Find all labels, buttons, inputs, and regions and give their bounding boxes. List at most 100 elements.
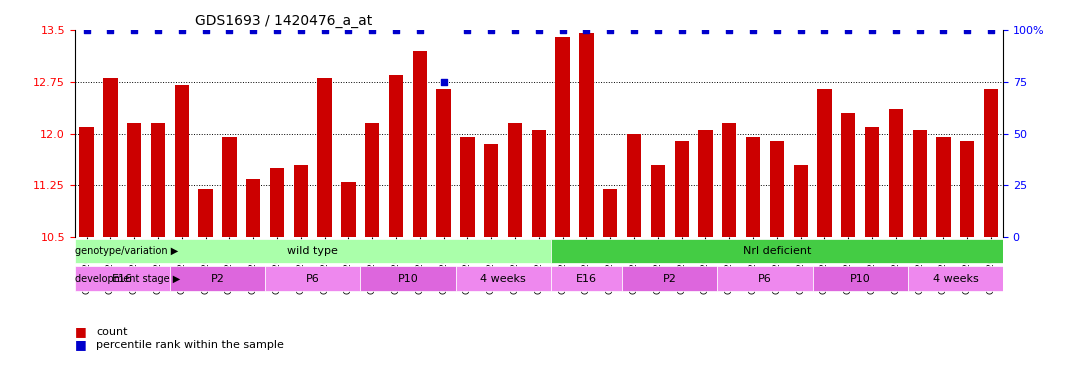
Bar <box>79 127 94 237</box>
Text: P6: P6 <box>758 274 771 284</box>
Bar <box>912 130 927 237</box>
Bar <box>103 78 117 237</box>
Point <box>387 27 404 33</box>
Bar <box>341 182 355 237</box>
FancyBboxPatch shape <box>456 266 551 291</box>
Point <box>364 27 381 33</box>
Point <box>221 27 238 33</box>
FancyBboxPatch shape <box>813 266 908 291</box>
Bar <box>293 165 308 237</box>
Point <box>459 27 476 33</box>
Point <box>792 27 809 33</box>
Point <box>863 27 880 33</box>
FancyBboxPatch shape <box>75 238 551 264</box>
Point <box>507 27 524 33</box>
Point <box>530 27 547 33</box>
FancyBboxPatch shape <box>551 238 1003 264</box>
Point <box>911 27 928 33</box>
FancyBboxPatch shape <box>170 266 265 291</box>
Text: E16: E16 <box>576 274 596 284</box>
Bar <box>674 141 689 237</box>
Point <box>482 27 499 33</box>
Bar <box>460 137 475 237</box>
Bar <box>531 130 546 237</box>
Point <box>697 27 714 33</box>
Text: P6: P6 <box>306 274 320 284</box>
FancyBboxPatch shape <box>717 266 813 291</box>
Bar <box>889 110 903 237</box>
Point <box>173 27 190 33</box>
Bar <box>651 165 665 237</box>
Text: P2: P2 <box>663 274 676 284</box>
Bar <box>246 178 260 237</box>
Text: development stage ▶: development stage ▶ <box>75 274 180 284</box>
Point <box>554 27 571 33</box>
Point <box>959 27 976 33</box>
FancyBboxPatch shape <box>622 266 717 291</box>
Bar <box>937 137 951 237</box>
Text: P10: P10 <box>398 274 418 284</box>
Bar <box>127 123 141 237</box>
Bar <box>318 78 332 237</box>
Point <box>983 27 1000 33</box>
Point <box>292 27 309 33</box>
Point <box>625 27 642 33</box>
Point <box>673 27 690 33</box>
Bar <box>627 134 641 237</box>
Point <box>650 27 667 33</box>
Text: percentile rank within the sample: percentile rank within the sample <box>96 340 284 350</box>
Point <box>720 27 737 33</box>
Text: count: count <box>96 327 128 337</box>
Bar <box>579 33 593 237</box>
Text: 4 weeks: 4 weeks <box>480 274 526 284</box>
Point <box>888 27 905 33</box>
Bar <box>698 130 713 237</box>
Text: genotype/variation ▶: genotype/variation ▶ <box>75 246 178 256</box>
Bar <box>722 123 736 237</box>
Bar <box>556 37 570 237</box>
FancyBboxPatch shape <box>551 266 622 291</box>
Bar <box>984 89 999 237</box>
Point <box>316 27 333 33</box>
Point <box>840 27 857 33</box>
Text: P2: P2 <box>210 274 224 284</box>
Bar <box>198 189 212 237</box>
Point <box>935 27 952 33</box>
Point <box>816 27 833 33</box>
Bar <box>746 137 760 237</box>
Bar <box>222 137 237 237</box>
Point <box>578 27 595 33</box>
Point <box>244 27 261 33</box>
Bar <box>603 189 618 237</box>
Bar <box>817 89 831 237</box>
Point <box>602 27 619 33</box>
Bar <box>794 165 808 237</box>
Point <box>435 79 452 85</box>
Point <box>269 27 286 33</box>
Bar <box>841 113 856 237</box>
Bar <box>436 89 450 237</box>
Text: 4 weeks: 4 weeks <box>933 274 978 284</box>
Text: ■: ■ <box>75 326 86 338</box>
Point <box>411 27 428 33</box>
Point <box>78 27 95 33</box>
Bar <box>388 75 403 237</box>
Point <box>745 27 762 33</box>
FancyBboxPatch shape <box>361 266 456 291</box>
Bar <box>150 123 165 237</box>
Point <box>126 27 143 33</box>
Bar <box>270 168 284 237</box>
Bar <box>175 85 189 237</box>
Text: wild type: wild type <box>287 246 338 256</box>
Point <box>149 27 166 33</box>
FancyBboxPatch shape <box>908 266 1003 291</box>
Point <box>768 27 785 33</box>
Text: Nrl deficient: Nrl deficient <box>743 246 811 256</box>
Bar <box>365 123 380 237</box>
Text: ■: ■ <box>75 339 86 351</box>
Text: P10: P10 <box>849 274 871 284</box>
FancyBboxPatch shape <box>75 266 170 291</box>
Bar <box>960 141 974 237</box>
Text: E16: E16 <box>112 274 132 284</box>
Point <box>197 27 214 33</box>
